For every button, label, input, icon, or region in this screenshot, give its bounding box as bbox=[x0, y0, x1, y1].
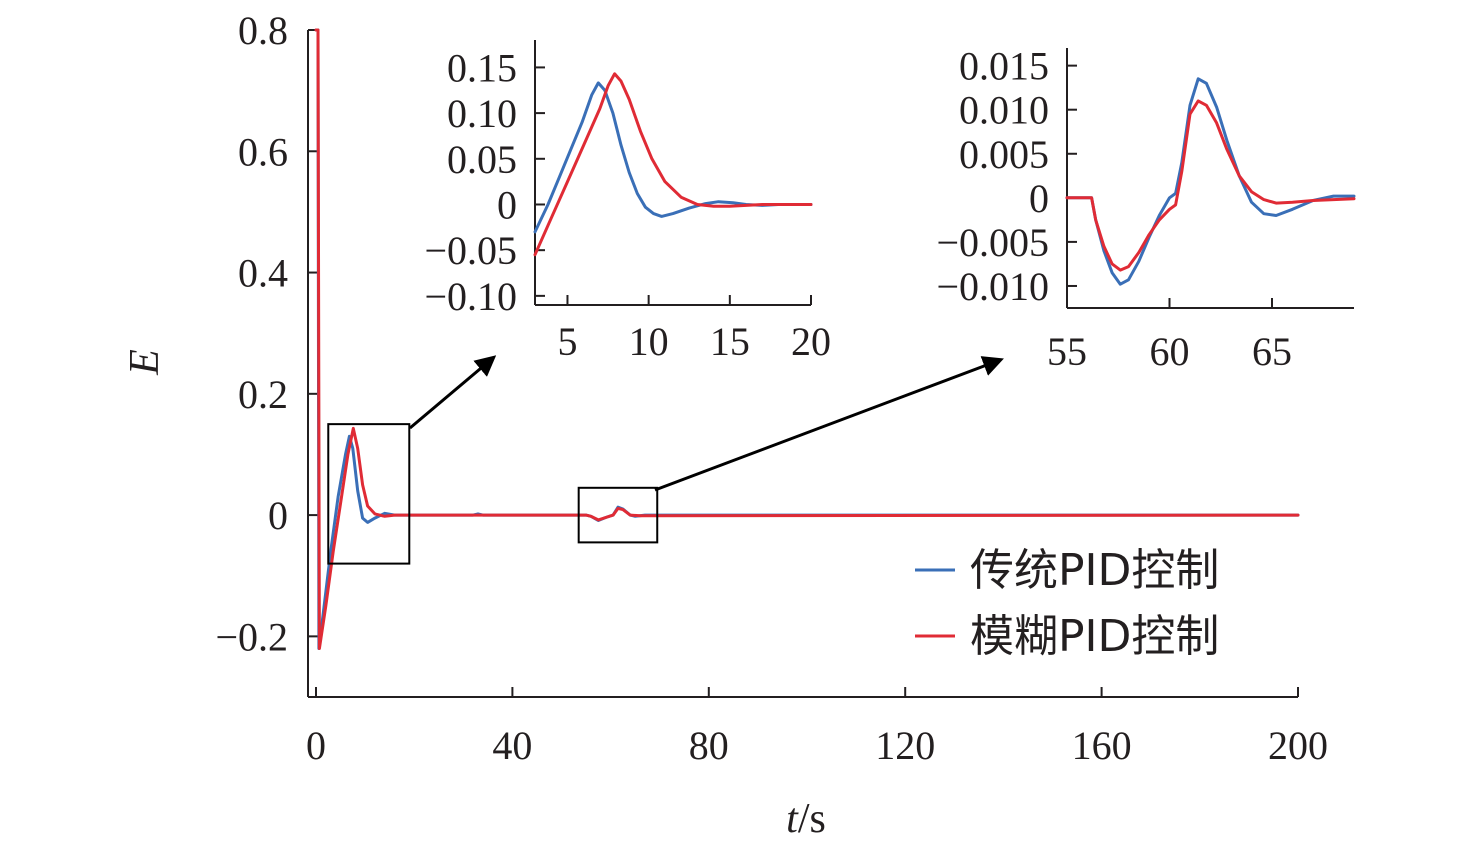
inset2-y-tick-label: 0.010 bbox=[959, 88, 1049, 133]
inset2-x-tick-label: 60 bbox=[1150, 329, 1190, 374]
main-x-tick-label: 160 bbox=[1072, 723, 1132, 768]
x-axis-unit: /s bbox=[798, 796, 826, 842]
zoom-arrow-2 bbox=[654, 356, 1004, 492]
legend-label-traditional-pid: 传统PID控制 bbox=[970, 545, 1219, 596]
inset1-y-tick-label: 0.05 bbox=[447, 137, 517, 182]
main-x-tick-label: 0 bbox=[306, 723, 326, 768]
inset1-x-tick-label: 20 bbox=[791, 319, 831, 364]
inset1-series-traditional-pid-line bbox=[533, 81, 813, 234]
main-x-tick-label: 120 bbox=[875, 723, 935, 768]
zoom-arrow-1 bbox=[409, 355, 497, 430]
main-plot: 0 40 80 120 160 200−0.200.20.40.60.8 bbox=[215, 8, 1328, 768]
inset1-y-tick-label: −0.05 bbox=[424, 228, 517, 273]
main-y-tick-label: 0.8 bbox=[238, 8, 288, 53]
legend: 传统PID控制 模糊PID控制 bbox=[915, 545, 1219, 662]
inset1-y-tick-label: −0.10 bbox=[424, 274, 517, 319]
inset1-y-tick-label: 0 bbox=[497, 182, 517, 227]
inset2-y-tick-label: −0.010 bbox=[936, 264, 1049, 309]
zoom-box-1 bbox=[327, 423, 411, 565]
inset1-x-tick-label: 5 bbox=[557, 319, 577, 364]
inset1-y-tick-label: 0.15 bbox=[447, 45, 517, 90]
main-y-tick-label: 0 bbox=[268, 493, 288, 538]
inset2-y-tick-label: 0.015 bbox=[959, 44, 1049, 89]
x-axis-label: t/s bbox=[786, 796, 826, 842]
inset2-x-tick-label: 55 bbox=[1047, 329, 1087, 374]
main-y-tick-label: 0.2 bbox=[238, 372, 288, 417]
zoom-box-2 bbox=[577, 486, 659, 544]
main-y-tick-label: 0.6 bbox=[238, 129, 288, 174]
inset1-x-tick-label: 10 bbox=[629, 319, 669, 364]
inset2-y-tick-label: −0.005 bbox=[936, 220, 1049, 265]
inset2-y-tick-label: 0.005 bbox=[959, 132, 1049, 177]
main-x-tick-label: 200 bbox=[1268, 723, 1328, 768]
main-y-tick-label: 0.4 bbox=[238, 251, 288, 296]
inset2-y-tick-label: 0 bbox=[1029, 176, 1049, 221]
inset2-x-tick-label: 65 bbox=[1252, 329, 1292, 374]
legend-label-fuzzy-pid: 模糊PID控制 bbox=[970, 611, 1219, 662]
main-series-fuzzy-pid-line bbox=[314, 28, 1300, 650]
x-axis-variable: t bbox=[786, 796, 799, 842]
main-x-tick-label: 80 bbox=[689, 723, 729, 768]
main-y-tick-label: −0.2 bbox=[215, 614, 288, 659]
inset1-series-fuzzy-pid-line bbox=[533, 72, 813, 257]
inset1-x-tick-label: 15 bbox=[710, 319, 750, 364]
inset2-series-fuzzy-pid-line bbox=[1065, 99, 1356, 272]
inset1-y-tick-label: 0.10 bbox=[447, 91, 517, 136]
y-axis-label: E bbox=[122, 349, 168, 376]
main-x-tick-label: 40 bbox=[492, 723, 532, 768]
